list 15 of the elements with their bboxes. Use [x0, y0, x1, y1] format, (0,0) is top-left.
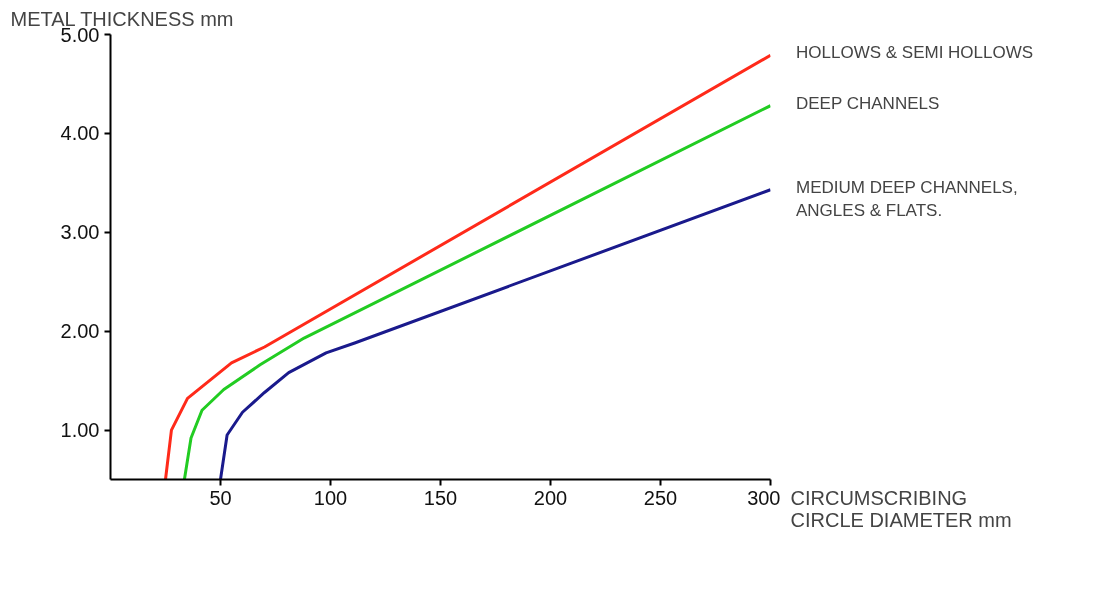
y-tick-label: 1.00 — [60, 419, 100, 442]
x-tick-label: 200 — [533, 486, 568, 509]
x-tick-label: 100 — [313, 486, 348, 509]
x-tick-label: 300 — [747, 486, 781, 509]
y-tick-label: 4.00 — [60, 122, 100, 145]
y-tick-label: 3.00 — [60, 221, 100, 244]
series-label: HOLLOWS & SEMI HOLLOWS — [796, 43, 1034, 63]
line-series — [219, 188, 771, 480]
series-label: MEDIUM DEEP CHANNELS, ANGLES & FLATS. — [796, 177, 1018, 220]
x-tick-label: 50 — [209, 486, 232, 509]
x-tick-label: 250 — [643, 486, 678, 509]
x-tick-label: 150 — [423, 486, 458, 509]
y-tick-label: 2.00 — [60, 320, 100, 343]
x-axis-title: CIRCUMSCRIBING CIRCLE DIAMETER mm — [790, 486, 1012, 531]
series-label: DEEP CHANNELS — [796, 93, 940, 113]
